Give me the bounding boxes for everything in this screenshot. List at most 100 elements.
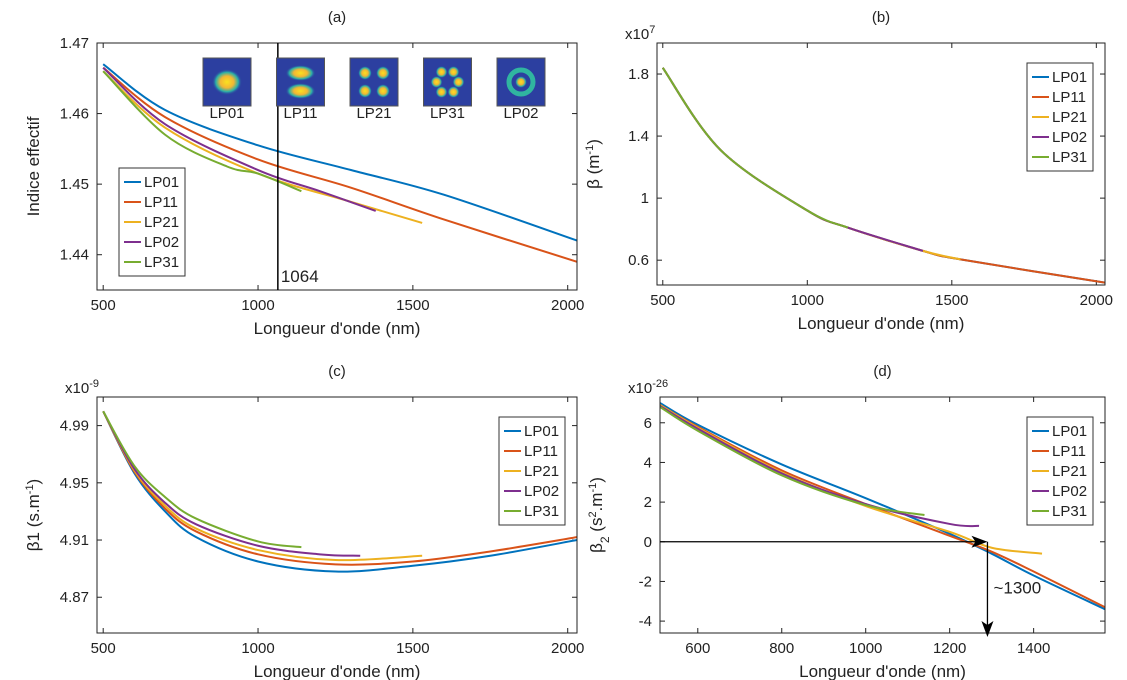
series-line bbox=[102, 410, 361, 557]
legend-label: LP31 bbox=[1052, 149, 1087, 166]
y-axis-label-part: ) bbox=[587, 477, 606, 483]
series-line bbox=[661, 67, 924, 252]
y-axis-label-part: Indice effectif bbox=[24, 116, 43, 216]
axes-box bbox=[659, 396, 1106, 634]
series-line bbox=[661, 67, 849, 229]
mode-lobe bbox=[452, 76, 465, 88]
y-axis-label-part: ) bbox=[584, 139, 603, 145]
y-multiplier-base: x10 bbox=[65, 380, 89, 397]
x-tick-label: 800 bbox=[769, 640, 794, 657]
y-axis-label-part: -1 bbox=[24, 484, 36, 494]
y-axis-label: Indice effectif bbox=[24, 116, 43, 216]
legend-label: LP21 bbox=[144, 214, 179, 231]
y-axis-label: β1 (s.m-1) bbox=[24, 479, 43, 551]
y-multiplier-exponent: -9 bbox=[89, 378, 99, 390]
mode-lobe bbox=[447, 66, 460, 78]
legend-label: LP02 bbox=[1052, 483, 1087, 500]
mode-lobe bbox=[376, 84, 390, 98]
mode-ring bbox=[506, 67, 536, 97]
legend-label: LP31 bbox=[1052, 503, 1087, 520]
y-tick-label: 1.45 bbox=[60, 176, 89, 193]
annotation: 1064 bbox=[281, 267, 319, 286]
chart-title: (b) bbox=[872, 9, 890, 26]
y-axis-label-part: -1 bbox=[584, 145, 596, 155]
legend-label: LP01 bbox=[1052, 423, 1087, 440]
x-axis-label: Longueur d'onde (nm) bbox=[799, 662, 966, 680]
x-axis-label: Longueur d'onde (nm) bbox=[254, 319, 421, 338]
y-tick-label: 6 bbox=[644, 415, 652, 432]
y-axis-label: β2 (s2.m-1) bbox=[587, 477, 612, 553]
y-axis-label-part: 2 bbox=[598, 536, 612, 543]
y-tick-label: 4.91 bbox=[60, 532, 89, 549]
mode-lobe bbox=[447, 86, 460, 98]
plot-area bbox=[660, 402, 1105, 611]
x-tick-label: 500 bbox=[650, 292, 675, 309]
y-multiplier-exponent: 7 bbox=[649, 24, 655, 36]
series-line bbox=[660, 405, 980, 528]
y-tick-label: 0.6 bbox=[628, 252, 649, 269]
mode-lobe bbox=[285, 65, 316, 81]
mode-lobe bbox=[435, 66, 448, 78]
y-tick-label: -2 bbox=[639, 573, 652, 590]
series-line bbox=[102, 410, 577, 566]
inset-label: LP02 bbox=[503, 105, 538, 122]
legend-label: LP21 bbox=[1052, 109, 1087, 126]
y-multiplier-base: x10 bbox=[628, 380, 652, 397]
arrow-head bbox=[971, 535, 988, 548]
arrow-head bbox=[981, 621, 994, 637]
y-axis-label-part: 2 bbox=[587, 511, 599, 517]
legend-label: LP11 bbox=[524, 443, 558, 460]
annotation: ~1300 bbox=[993, 578, 1041, 597]
y-tick-label: 1.47 bbox=[60, 35, 89, 52]
y-multiplier: x10-9 bbox=[65, 378, 99, 397]
x-tick-label: 1200 bbox=[933, 640, 966, 657]
y-tick-label: 2 bbox=[644, 494, 652, 511]
legend-label: LP11 bbox=[1052, 443, 1086, 460]
x-axis-label: Longueur d'onde (nm) bbox=[254, 662, 421, 680]
y-tick-label: 4 bbox=[644, 454, 652, 471]
plot-area bbox=[102, 63, 577, 263]
y-multiplier-exponent: -26 bbox=[652, 378, 668, 390]
y-tick-label: -4 bbox=[639, 613, 652, 630]
legend-label: LP21 bbox=[524, 463, 559, 480]
legend-label: LP11 bbox=[144, 194, 178, 211]
mode-lobe bbox=[376, 66, 390, 80]
mode-lobe bbox=[358, 84, 372, 98]
x-tick-label: 1000 bbox=[849, 640, 882, 657]
legend-label: LP31 bbox=[524, 503, 559, 520]
y-axis-label-part: ) bbox=[24, 479, 43, 485]
y-tick-label: 1.44 bbox=[60, 247, 89, 264]
y-tick-label: 4.95 bbox=[60, 475, 89, 492]
mode-lobe bbox=[435, 86, 448, 98]
series-line bbox=[102, 66, 577, 263]
x-tick-label: 1400 bbox=[1017, 640, 1050, 657]
y-tick-label: 4.99 bbox=[60, 418, 89, 435]
legend-label: LP21 bbox=[1052, 463, 1087, 480]
y-multiplier: x107 bbox=[625, 24, 655, 43]
y-tick-label: 1.46 bbox=[60, 106, 89, 123]
plot-area bbox=[661, 67, 1105, 284]
mode-image bbox=[349, 57, 399, 107]
inset-label: LP31 bbox=[430, 105, 465, 122]
legend-label: LP11 bbox=[1052, 89, 1086, 106]
series-line bbox=[102, 63, 577, 242]
x-tick-label: 2000 bbox=[551, 640, 584, 657]
legend-label: LP02 bbox=[1052, 129, 1087, 146]
y-axis-label-part: β1 (s.m bbox=[24, 494, 43, 551]
chart-title: (d) bbox=[873, 363, 891, 380]
axes-box bbox=[96, 42, 578, 291]
x-tick-label: 2000 bbox=[551, 297, 584, 314]
y-tick-label: 1.8 bbox=[628, 66, 649, 83]
axes-box bbox=[656, 42, 1106, 286]
inset-label: LP11 bbox=[284, 105, 318, 122]
series-line bbox=[102, 70, 302, 193]
legend-label: LP02 bbox=[524, 483, 559, 500]
x-tick-label: 600 bbox=[685, 640, 710, 657]
inset-label: LP01 bbox=[209, 105, 244, 122]
inset-label: LP21 bbox=[356, 105, 391, 122]
series-line bbox=[661, 67, 961, 261]
series-line bbox=[660, 406, 925, 516]
y-axis-label-part: (s bbox=[587, 518, 606, 537]
x-tick-label: 500 bbox=[91, 640, 116, 657]
